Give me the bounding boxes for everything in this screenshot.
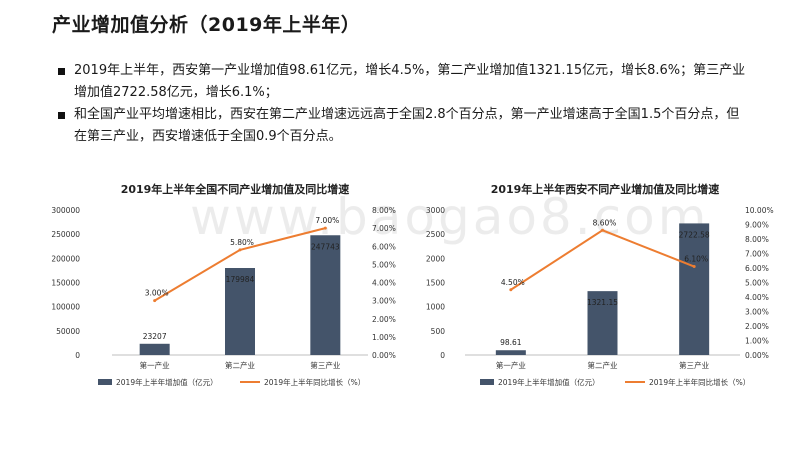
legend-bar-swatch	[98, 379, 112, 385]
y-right-tick-label: 7.00%	[745, 250, 769, 259]
growth-line	[510, 229, 695, 291]
bullet-text: 2019年上半年，西安第一产业增加值98.61亿元，增长4.5%，第二产业增加值…	[74, 63, 746, 100]
chart-title: 2019年上半年西安不同产业增加值及同比增速	[491, 182, 720, 196]
bar	[139, 343, 170, 355]
bar	[679, 223, 710, 355]
x-tick-label: 第二产业	[588, 360, 618, 370]
y-left-tick-label: 2500	[426, 230, 445, 239]
y-right-tick-label: 6.00%	[745, 264, 769, 273]
line-value-label: 7.00%	[315, 216, 339, 225]
y-left-tick-label: 250000	[51, 230, 80, 239]
y-right-tick-label: 9.00%	[745, 221, 769, 230]
bar	[495, 350, 526, 355]
growth-point	[601, 228, 604, 232]
legend-line-label: 2019年上半年同比增长（%）	[264, 377, 365, 387]
y-left-tick-label: 1500	[426, 279, 445, 288]
bar-value-label: 2722.58	[679, 230, 710, 239]
growth-point	[153, 299, 157, 303]
y-right-tick-label: 5.00%	[372, 260, 396, 269]
y-right-tick-label: 8.00%	[372, 206, 396, 215]
growth-point	[323, 226, 327, 230]
x-tick-label: 第一产业	[140, 360, 170, 370]
y-left-tick-label: 0	[75, 351, 80, 360]
y-left-tick-label: 50000	[56, 327, 80, 336]
y-right-tick-label: 3.00%	[372, 297, 396, 306]
y-left-tick-label: 3000	[426, 206, 445, 215]
y-right-tick-label: 1.00%	[372, 333, 396, 342]
y-left-tick-label: 200000	[51, 254, 80, 263]
legend-bar-swatch	[480, 379, 494, 385]
bar-value-label: 1321.15	[587, 298, 618, 307]
y-left-tick-label: 150000	[51, 279, 80, 288]
x-tick-label: 第三产业	[679, 360, 709, 370]
chart-title: 2019年上半年全国不同产业增加值及同比增速	[121, 182, 350, 196]
line-value-label: 8.60%	[593, 218, 617, 227]
line-value-label: 5.80%	[230, 238, 254, 247]
growth-point	[509, 288, 513, 292]
bar-value-label: 98.61	[500, 338, 522, 347]
bullet-item: 和全国产业平均增速相比，西安在第二产业增速远远高于全国2.8个百分点，第一产业增…	[58, 104, 748, 148]
y-right-tick-label: 0.00%	[372, 351, 396, 360]
line-value-label: 3.00%	[145, 289, 169, 298]
y-left-tick-label: 0	[440, 351, 445, 360]
legend-line-label: 2019年上半年同比增长（%）	[649, 377, 750, 387]
line-value-label: 4.50%	[501, 278, 525, 287]
y-right-tick-label: 7.00%	[372, 224, 396, 233]
bar-value-label: 247743	[311, 242, 340, 251]
bar-value-label: 23207	[143, 332, 167, 341]
x-tick-label: 第二产业	[225, 360, 255, 370]
y-left-tick-label: 300000	[51, 206, 80, 215]
y-right-tick-label: 3.00%	[745, 308, 769, 317]
bar	[587, 291, 618, 355]
national-industry-chart: 2019年上半年全国不同产业增加值及同比增速 0 50000 100000 150000…	[51, 182, 396, 387]
legend-bar-label: 2019年上半年增加值（亿元）	[498, 377, 600, 387]
bullet-square-icon	[58, 112, 65, 119]
xian-industry-chart: 2019年上半年西安不同产业增加值及同比增速 0 500 1000 1500 2000 25…	[426, 182, 774, 387]
y-right-tick-label: 4.00%	[745, 293, 769, 302]
y-right-tick-label: 10.00%	[745, 206, 774, 215]
bar	[310, 235, 341, 355]
x-tick-label: 第三产业	[310, 360, 340, 370]
y-right-tick-label: 6.00%	[372, 242, 396, 251]
y-right-tick-label: 1.00%	[745, 337, 769, 346]
legend-bar-label: 2019年上半年增加值（亿元）	[116, 377, 218, 387]
growth-point	[238, 248, 242, 252]
x-tick-label: 第一产业	[496, 360, 526, 370]
bullet-square-icon	[58, 68, 65, 75]
line-value-label: 6.10%	[684, 255, 708, 264]
bullet-item: 2019年上半年，西安第一产业增加值98.61亿元，增长4.5%，第二产业增加值…	[58, 60, 748, 104]
y-right-tick-label: 8.00%	[745, 235, 769, 244]
growth-point	[692, 265, 696, 269]
bar	[225, 268, 255, 355]
y-left-tick-label: 100000	[51, 303, 80, 312]
y-right-tick-label: 5.00%	[745, 279, 769, 288]
y-left-tick-label: 1000	[426, 303, 445, 312]
y-right-tick-label: 2.00%	[745, 322, 769, 331]
y-right-tick-label: 0.00%	[745, 351, 769, 360]
summary-bullets: 2019年上半年，西安第一产业增加值98.61亿元，增长4.5%，第二产业增加值…	[58, 60, 748, 148]
y-left-tick-label: 2000	[426, 254, 445, 263]
y-left-tick-label: 500	[431, 327, 446, 336]
bar-value-label: 179984	[226, 275, 255, 284]
page-title: 产业增加值分析（2019年上半年）	[52, 14, 361, 36]
y-right-tick-label: 2.00%	[372, 315, 396, 324]
bullet-text: 和全国产业平均增速相比，西安在第二产业增速远远高于全国2.8个百分点，第一产业增…	[74, 107, 740, 144]
y-right-tick-label: 4.00%	[372, 279, 396, 288]
